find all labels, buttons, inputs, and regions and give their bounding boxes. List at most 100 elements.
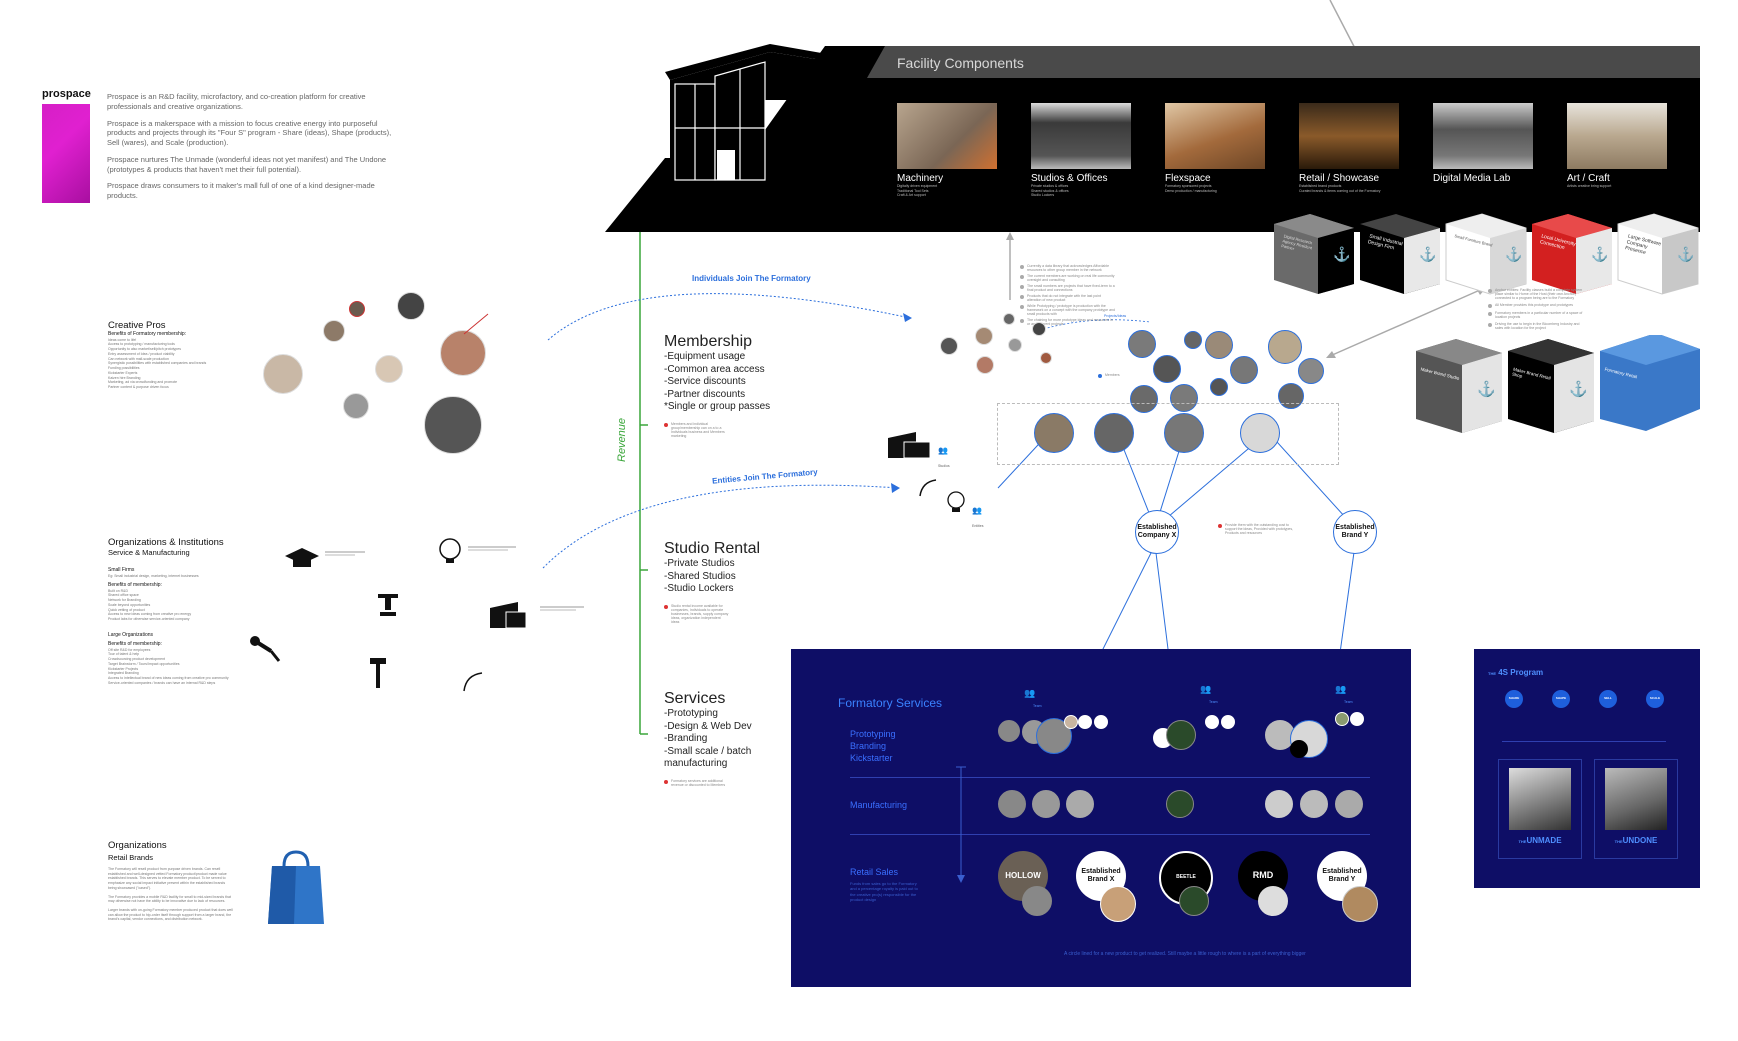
row-divider	[1502, 741, 1666, 742]
team-label: Team	[1344, 700, 1353, 704]
project-circle	[1298, 358, 1324, 384]
list-item: Access to intellectual brand of new idea…	[108, 676, 229, 681]
digital-media-photo	[1433, 103, 1533, 169]
component-label: Machinery	[897, 173, 944, 184]
component-art-craft: Art / Craft Artists creative bring suppo…	[1567, 103, 1667, 189]
row-label: Prototyping	[850, 729, 896, 739]
list-item: Scale beyond opportunities	[108, 602, 151, 607]
team-icon: 👥	[1335, 684, 1347, 694]
anchor-icon: ⚓	[1477, 381, 1496, 398]
anchor-icon: ⚓	[1569, 381, 1588, 398]
machinery-photo	[897, 103, 997, 169]
list-item: -Private Studios	[664, 558, 735, 569]
note-item: Currently a data library that acknowledg…	[1020, 264, 1115, 272]
component-sub: Curated brands & items coming out of the…	[1299, 188, 1381, 193]
ruler-arc-icon	[919, 479, 937, 497]
member-portrait	[1008, 338, 1022, 352]
list-item: -Design & Web Dev	[664, 720, 752, 732]
small-benefits-heading: Benefits of membership:	[108, 581, 162, 588]
retail-section: Organizations Retail Brands The Formator…	[108, 840, 233, 922]
list-item: Kickstarter Projects	[108, 666, 139, 671]
row-label: Retail Sales	[850, 867, 899, 877]
large-orgs-heading: Large Organizations	[108, 631, 154, 638]
service-item	[1166, 720, 1196, 750]
retail-title: Organizations	[108, 840, 167, 851]
intro-paragraph-4: Prospace draws consumers to it maker's m…	[107, 181, 375, 200]
small-firms-desc: Eg: Small industrial design, marketing, …	[108, 574, 199, 578]
member-portrait	[1040, 352, 1052, 364]
caliper-icon	[370, 658, 386, 688]
intro-paragraph-1: Prospace is an R&D facility, microfactor…	[107, 92, 366, 111]
component-sub: Craft & Art support	[897, 193, 926, 198]
building-icon	[888, 432, 931, 459]
component-sub: Demo production / manufacturing	[1165, 188, 1217, 193]
component-sub: Traditional Tool Sets	[897, 188, 929, 193]
member-portrait	[975, 327, 993, 345]
row-divider	[850, 834, 1370, 835]
list-item: Partner content & purpose driven focus	[108, 384, 169, 389]
retail-item	[1022, 886, 1052, 916]
project-circle	[1210, 378, 1228, 396]
list-item: -Equipment usage	[664, 351, 746, 362]
studios-photo	[1031, 103, 1131, 169]
building-icon	[490, 602, 527, 629]
anchor-cube	[1617, 213, 1699, 295]
list-item: Off site R&D for employees	[108, 647, 151, 652]
list-item: Service-oriented companies / brands can …	[108, 680, 216, 685]
creative-pro-portrait	[440, 330, 486, 376]
product-circle	[1240, 413, 1280, 453]
large-benefits-heading: Benefits of membership:	[108, 640, 162, 647]
right-notes: Anchor entities: Facility classes build …	[1488, 288, 1583, 333]
list-item: manufacturing	[664, 758, 728, 769]
product-circle	[1164, 413, 1204, 453]
retail-item	[1258, 886, 1288, 916]
row-label: Kickstarter	[850, 753, 893, 764]
membership-tier: Membership -Equipment usage -Common area…	[664, 333, 794, 438]
formatory-services-panel	[791, 649, 1411, 987]
manufacturing-item	[998, 790, 1026, 818]
component-label: Art / Craft	[1567, 173, 1610, 184]
anchor-cubes	[1274, 213, 1699, 295]
row-divider	[850, 777, 1370, 778]
logo-image	[42, 104, 90, 203]
lower-cube	[1508, 339, 1594, 433]
anchor-icon: ⚓	[1591, 246, 1609, 262]
product-circle	[1094, 413, 1134, 453]
team-label: Team	[1033, 704, 1042, 708]
connector-line	[463, 313, 489, 335]
unmade-photo	[1509, 768, 1571, 830]
list-item: Ideas come to life!	[108, 337, 137, 342]
lower-cube	[1416, 339, 1502, 433]
undone-card: THEUNDONE	[1594, 759, 1678, 859]
list-item: Kickstarter Experts	[108, 370, 138, 375]
service-item	[1350, 712, 1364, 726]
service-item	[1221, 715, 1235, 729]
step-sell: SELL	[1599, 690, 1617, 708]
list-item: Access to new ideas coming from creative…	[108, 612, 192, 617]
note-item: While Prototyping / prototype is product…	[1020, 304, 1115, 316]
manufacturing-item	[1166, 790, 1194, 818]
anchor-icon: ⚓	[1419, 246, 1437, 262]
large-benefits-list: Off site R&D for employees Tour of talen…	[108, 648, 268, 686]
graduation-cap-icon	[285, 548, 319, 567]
manufacturing-item	[1335, 790, 1363, 818]
note-item: The small numbers are projects that have…	[1020, 284, 1115, 292]
component-sub: Artists creative bring support	[1567, 184, 1612, 188]
list-item: Kaizen hire Branding	[108, 375, 141, 380]
project-circle	[1268, 330, 1302, 364]
creative-pro-portrait	[349, 301, 365, 317]
member-portrait	[1003, 313, 1015, 325]
service-item	[1094, 715, 1108, 729]
network-note: Provide them with the outstanding cost t…	[1218, 523, 1296, 535]
organizations-subtitle: Service & Manufacturing	[108, 548, 190, 557]
anchor-icon: ⚓	[1505, 246, 1523, 262]
projects-flow-label: Projects/Ideas	[1104, 314, 1127, 318]
manufacturing-item	[1032, 790, 1060, 818]
art-craft-photo	[1567, 103, 1667, 169]
list-item: Funding possibilities	[108, 366, 140, 371]
component-label: Digital Media Lab	[1433, 173, 1511, 184]
project-circle	[1230, 356, 1258, 384]
project-circle	[1128, 330, 1156, 358]
creative-pros-section: Creative Pros Benefits of Formatory memb…	[108, 320, 258, 390]
list-item: Shared office space	[108, 593, 139, 598]
